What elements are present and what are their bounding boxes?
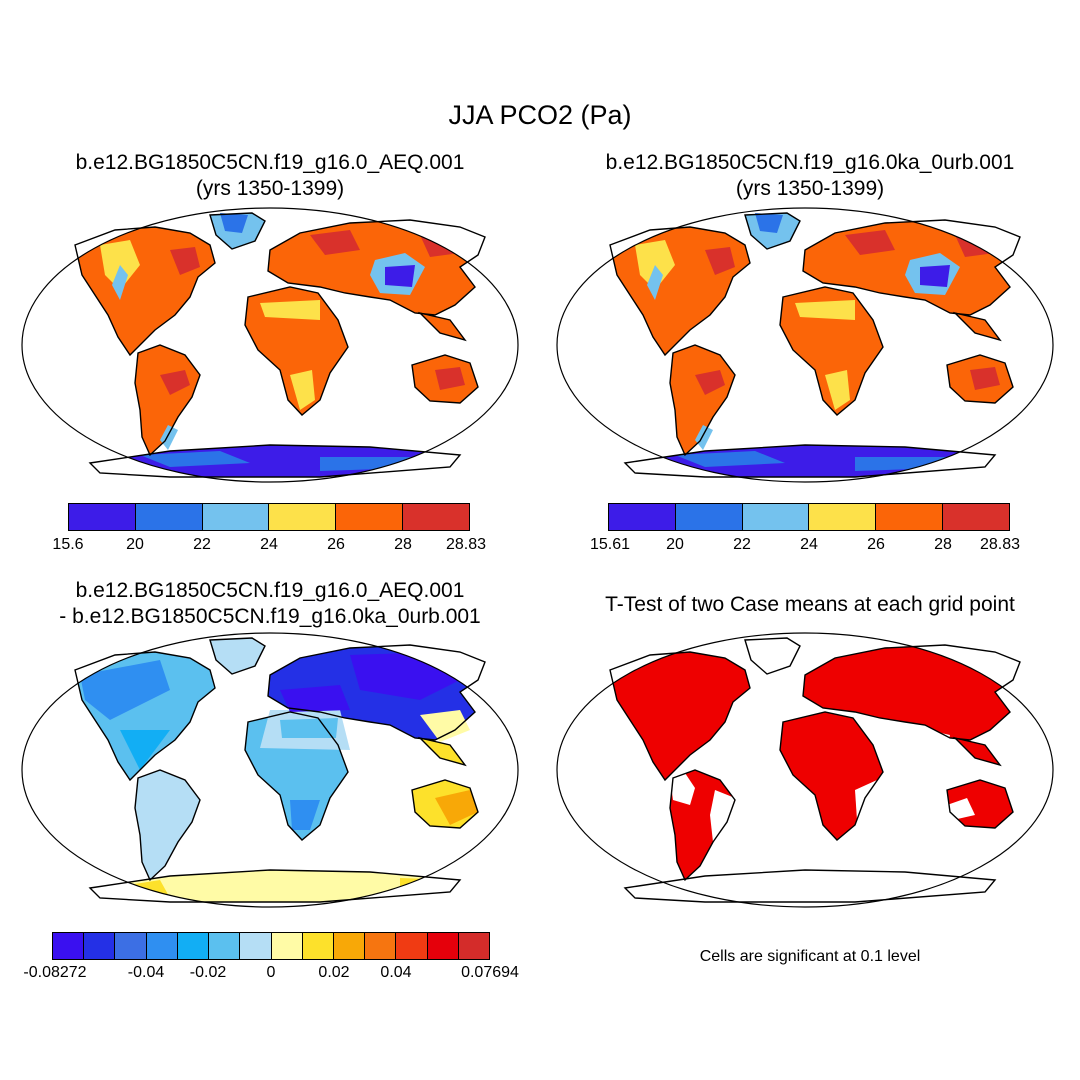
panel-2-colorbar-swatch (742, 504, 810, 530)
panel-3-tick: 0.04 (380, 964, 412, 981)
figure-title: JJA PCO2 (Pa) (448, 100, 632, 130)
panel-3-colorbar-swatch (396, 933, 428, 959)
panel-4-title-line1: T-Test of two Case means at each grid po… (605, 593, 1015, 616)
panel-3-title-line1: b.e12.BG1850C5CN.f19_g16.0_AEQ.001 (75, 579, 465, 602)
panel-3-colorbar-swatch (209, 933, 241, 959)
panel-3-tick: -0.02 (189, 964, 227, 981)
panel-3-map (21, 632, 519, 908)
significance-note: Cells are significant at 0.1 level (699, 948, 921, 965)
panel-3-colorbar-swatch (53, 933, 85, 959)
panel-1-tick: 26 (327, 536, 345, 553)
panel-2-tick: 28.83 (979, 536, 1021, 553)
panel-2-title-line2: (yrs 1350-1399) (735, 177, 885, 200)
panel-3-colorbar (52, 932, 490, 960)
panel-2-tick: 26 (867, 536, 885, 553)
panel-2-tick: 24 (800, 536, 818, 553)
panel-3-tick: 0 (266, 964, 276, 981)
panel-3-tick: -0.08272 (23, 964, 87, 981)
panel-3-colorbar-swatch (146, 933, 178, 959)
panel-1-colorbar-swatch (69, 504, 136, 530)
panel-1-colorbar-swatch (403, 504, 469, 530)
panel-2-tick: 20 (666, 536, 684, 553)
panel-2-colorbar-swatch (809, 504, 877, 530)
panel-3-tick: -0.04 (127, 964, 165, 981)
panel-2-tick: 28 (934, 536, 952, 553)
panel-3-colorbar-swatch (240, 933, 272, 959)
panel-3-colorbar-swatch (177, 933, 210, 959)
panel-3-colorbar-swatch (333, 933, 366, 959)
panel-3-tick: 0.02 (318, 964, 350, 981)
panel-1-tick: 24 (260, 536, 278, 553)
panel-3-colorbar-swatch (271, 933, 303, 959)
panel-1-map (21, 207, 519, 483)
panel-1-title-line2: (yrs 1350-1399) (195, 177, 345, 200)
panel-3-colorbar-swatch (302, 933, 334, 959)
panel-2-colorbar-swatch (675, 504, 743, 530)
panel-3-colorbar-swatch (365, 933, 397, 959)
panel-2-tick: 15.61 (589, 536, 631, 553)
panel-1-tick: 28.83 (445, 536, 487, 553)
panel-2-colorbar-swatch (609, 504, 676, 530)
panel-3-tick: 0.07694 (461, 964, 519, 981)
panel-4-title: T-Test of two Case means at each grid po… (560, 592, 1060, 618)
panel-3-colorbar-swatch (115, 933, 147, 959)
panel-3-title: b.e12.BG1850C5CN.f19_g16.0_AEQ.001 - b.e… (20, 578, 520, 630)
panel-2-title-line1: b.e12.BG1850C5CN.f19_g16.0ka_0urb.001 (605, 151, 1015, 174)
panel-3-colorbar-swatch (427, 933, 459, 959)
panel-1-title: b.e12.BG1850C5CN.f19_g16.0_AEQ.001 (yrs … (20, 150, 520, 202)
panel-1-colorbar-swatch (336, 504, 404, 530)
panel-1-colorbar-swatch (269, 504, 337, 530)
panel-2-colorbar (608, 503, 1010, 531)
panel-1-colorbar (68, 503, 470, 531)
panel-2-title: b.e12.BG1850C5CN.f19_g16.0ka_0urb.001 (y… (560, 150, 1060, 202)
panel-1-tick: 15.6 (52, 536, 84, 553)
panel-1-title-line1: b.e12.BG1850C5CN.f19_g16.0_AEQ.001 (75, 151, 465, 174)
panel-1-tick: 28 (394, 536, 412, 553)
panel-2-tick: 22 (733, 536, 751, 553)
panel-3-colorbar-swatch (458, 933, 490, 959)
panel-2-map (556, 207, 1054, 483)
panel-1-tick: 20 (126, 536, 144, 553)
panel-3-colorbar-swatch (84, 933, 116, 959)
panel-4-map (556, 632, 1054, 908)
panel-2-colorbar-swatch (943, 504, 1009, 530)
panel-3-title-line2: - b.e12.BG1850C5CN.f19_g16.0ka_0urb.001 (59, 605, 481, 628)
panel-1-colorbar-swatch (202, 504, 270, 530)
panel-1-colorbar-swatch (135, 504, 203, 530)
panel-2-colorbar-swatch (876, 504, 944, 530)
panel-1-tick: 22 (193, 536, 211, 553)
